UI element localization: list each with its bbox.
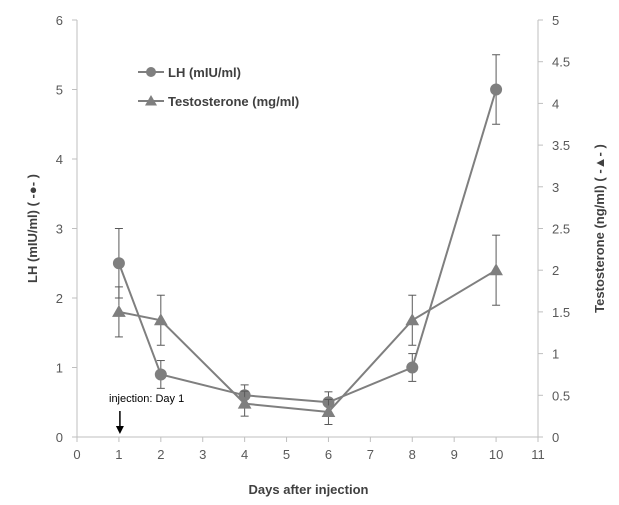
data-point-triangle <box>321 404 336 417</box>
series-lh <box>112 54 503 414</box>
legend-marker-triangle <box>145 95 157 106</box>
y-right-tick-label: 2.5 <box>552 222 570 237</box>
legend-label: Testosterone (mg/ml) <box>168 94 299 109</box>
data-point-circle <box>406 361 419 374</box>
series-testosterone <box>112 234 503 425</box>
y-left-tick-label: 6 <box>56 13 63 28</box>
y-right-tick-label: 3.5 <box>552 138 570 153</box>
y-left-tick-label: 4 <box>56 152 63 167</box>
data-point-triangle <box>405 313 420 326</box>
legend-item: LH (mIU/ml) <box>138 65 241 80</box>
series-line <box>118 269 497 414</box>
annotation-arrow-head <box>115 426 124 434</box>
y-left-tick-label: 3 <box>56 222 63 237</box>
data-point-triangle <box>112 304 126 317</box>
series-line <box>117 89 498 404</box>
data-point-triangle <box>237 396 252 409</box>
data-point-triangle <box>489 263 503 276</box>
y-left-tick-label: 1 <box>56 361 63 376</box>
annotation-label: injection: Day 1 <box>109 393 184 405</box>
y-right-axis-title: Testosterone (ng/ml) ( -▲- ) <box>592 144 607 313</box>
y-right-tick-label: 4 <box>552 96 559 111</box>
x-tick-label: 4 <box>241 447 248 462</box>
x-axis-title: Days after injection <box>249 482 369 497</box>
data-point-circle <box>154 368 167 381</box>
x-tick-label: 2 <box>157 447 164 462</box>
y-left-axis-title: LH (mIU/ml) ( -●- ) <box>25 174 40 283</box>
x-tick-label: 11 <box>531 447 545 462</box>
legend-label: LH (mIU/ml) <box>168 65 241 80</box>
x-tick-label: 8 <box>409 447 416 462</box>
data-point-circle <box>490 83 503 96</box>
y-left-tick-label: 2 <box>56 291 63 306</box>
data-point-triangle <box>153 313 168 326</box>
y-right-tick-label: 1.5 <box>552 305 570 320</box>
y-right-tick-label: 0.5 <box>552 388 570 403</box>
y-right-tick-label: 2 <box>552 263 559 278</box>
legend: LH (mIU/ml) Testosterone (mg/ml) <box>138 65 299 109</box>
x-tick-label: 7 <box>367 447 374 462</box>
y-right-tick-label: 0 <box>552 430 559 445</box>
y-right-tick-label: 5 <box>552 13 559 28</box>
y-right-tick-label: 3 <box>552 180 559 195</box>
series-layer <box>112 54 503 425</box>
y-left-tick-label: 0 <box>56 430 63 445</box>
axes: 0 1 2 3 4 5 6 7 8 9 10 11 0 1 2 3 4 5 6 0 0.5 1 1.5 2 2.5 3 3.5 4 4.… <box>25 13 607 497</box>
x-tick-label: 10 <box>489 447 503 462</box>
legend-marker-circle <box>146 67 156 77</box>
x-tick-label: 0 <box>73 447 80 462</box>
y-right-tick-label: 1 <box>552 347 559 362</box>
x-tick-label: 5 <box>283 447 290 462</box>
annotation-layer: injection: Day 1 <box>109 393 184 434</box>
y-left-tick-label: 5 <box>56 83 63 98</box>
legend-item: Testosterone (mg/ml) <box>138 94 299 109</box>
x-tick-label: 9 <box>451 447 458 462</box>
y-right-tick-label: 4.5 <box>552 55 570 70</box>
x-tick-label: 6 <box>325 447 332 462</box>
x-tick-label: 1 <box>115 447 122 462</box>
data-point-circle <box>112 257 125 270</box>
x-tick-label: 3 <box>199 447 206 462</box>
